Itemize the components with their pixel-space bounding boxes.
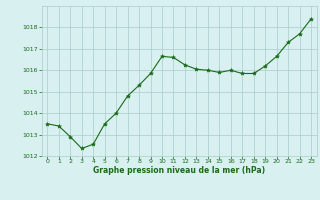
X-axis label: Graphe pression niveau de la mer (hPa): Graphe pression niveau de la mer (hPa)	[93, 166, 265, 175]
